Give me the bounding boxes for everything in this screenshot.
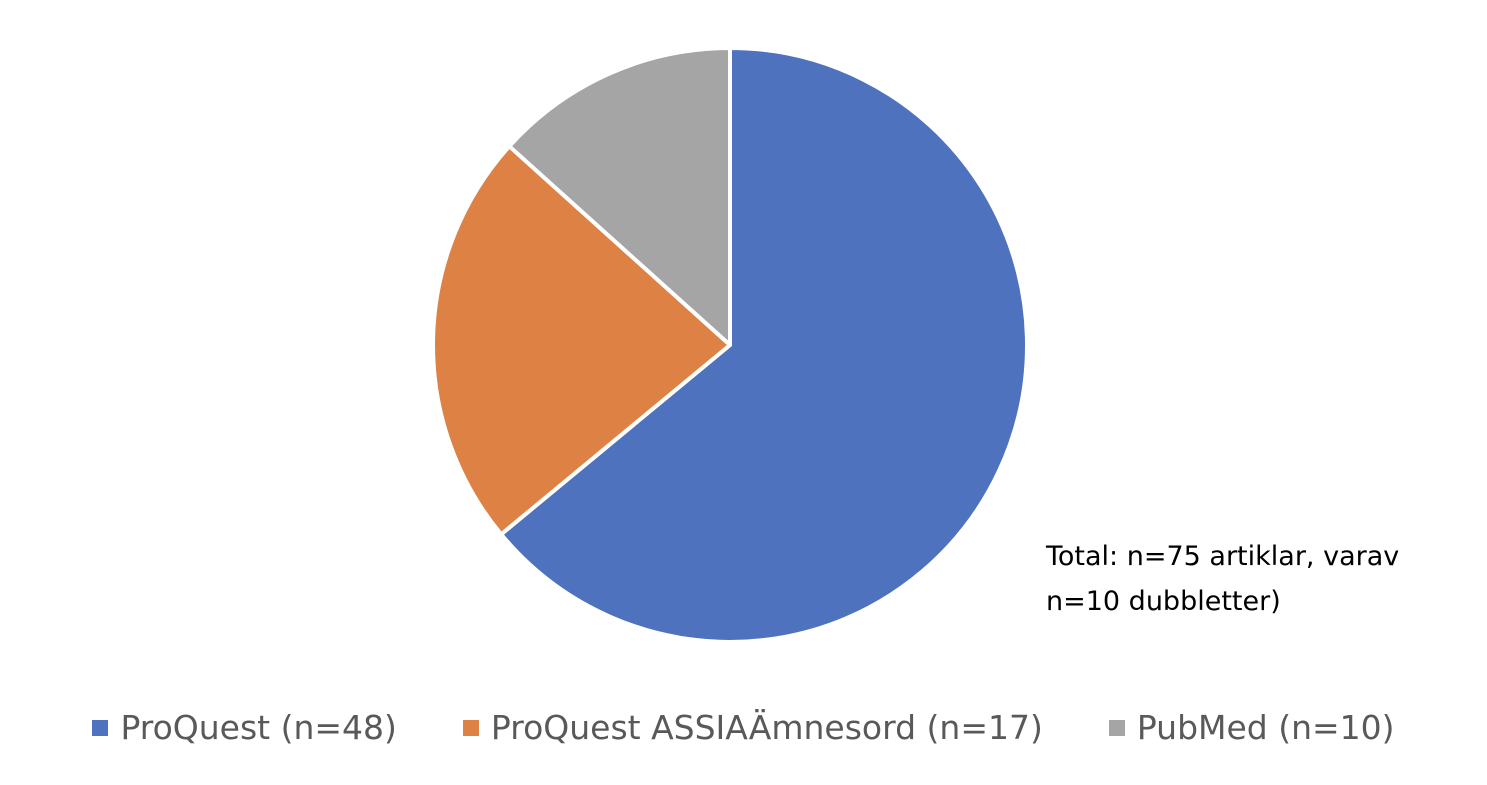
legend-item: ProQuest ASSIAÄmnesord (n=17) xyxy=(462,708,1043,747)
legend: ProQuest (n=48) ProQuest ASSIAÄmnesord (n… xyxy=(0,708,1487,747)
legend-swatch xyxy=(92,719,109,736)
pie-slice xyxy=(507,46,732,347)
legend-item: ProQuest (n=48) xyxy=(92,708,397,747)
annotation: Total: n=75 artiklar, varav n=10 dubblet… xyxy=(1046,541,1400,617)
legend-item: PubMed (n=10) xyxy=(1108,708,1395,747)
pie-slice xyxy=(499,46,1029,644)
legend-swatch xyxy=(1108,719,1125,736)
chart xyxy=(431,46,1029,644)
legend-label: ProQuest (n=48) xyxy=(120,708,397,747)
pie-slice xyxy=(431,144,732,537)
legend-label: ProQuest ASSIAÄmnesord (n=17) xyxy=(490,708,1043,747)
legend-label: PubMed (n=10) xyxy=(1136,708,1395,747)
legend-swatch xyxy=(462,719,479,736)
